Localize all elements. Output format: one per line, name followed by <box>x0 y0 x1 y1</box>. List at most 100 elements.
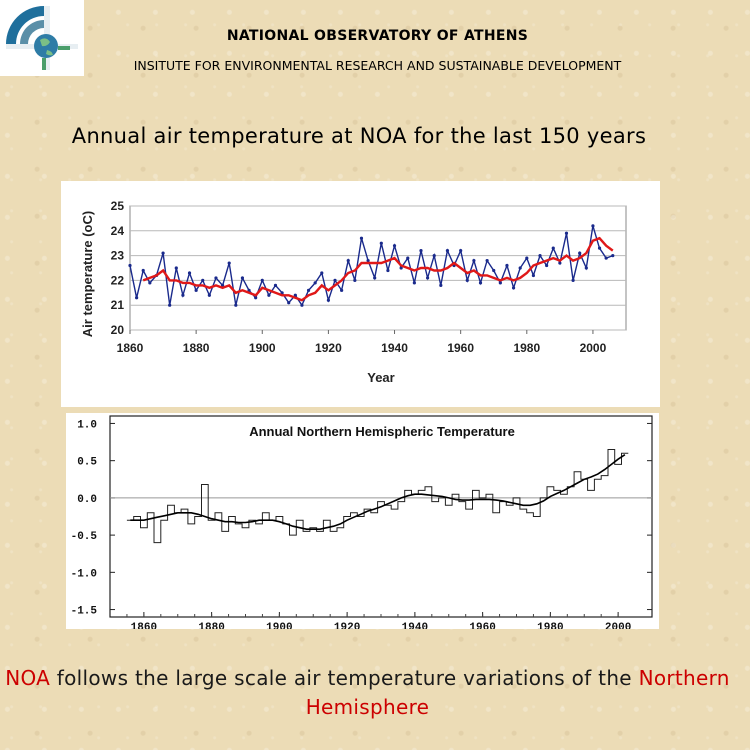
noa-annual-point <box>280 291 284 295</box>
noa-annual-point <box>135 296 139 300</box>
noa-annual-point <box>174 266 178 270</box>
noa-annual-point <box>306 288 311 292</box>
noa-annual-point <box>505 263 509 268</box>
noa-annual-point <box>485 258 489 263</box>
y-tick-label: 20 <box>111 323 125 337</box>
noa-annual-point <box>300 303 304 307</box>
x-tick-label: 1940 <box>402 622 428 629</box>
y-tick-label: 0.0 <box>77 494 97 506</box>
noa-annual-series-line <box>129 225 614 307</box>
noa-temperature-chart-svg: 20 21 22 23 24 25 1860 1880 1900 1920 1940 1960 1980… <box>80 199 627 385</box>
x-tick-label: 1900 <box>266 622 292 629</box>
x-tick-label: 1860 <box>131 622 157 629</box>
noa-annual-point <box>412 281 416 285</box>
noa-logo-graphic <box>6 6 78 70</box>
y-tick-label: 25 <box>111 199 125 213</box>
noa-annual-point <box>392 244 397 248</box>
noa-annual-point <box>254 296 258 300</box>
noa-annual-point <box>313 281 317 285</box>
y-tick-label: 22 <box>111 273 125 287</box>
nh-smoothed-line <box>130 454 626 530</box>
noa-annual-point <box>584 266 588 270</box>
noa-annual-point <box>492 268 496 273</box>
y-tick-label: 21 <box>111 298 125 312</box>
x-tick-label: 1900 <box>249 341 276 355</box>
noa-annual-point <box>419 249 423 253</box>
x-tick-label: 1920 <box>315 341 342 355</box>
noa-annual-point <box>320 271 324 275</box>
caption-noa: NOA <box>5 666 51 690</box>
y-tick-label: -0.5 <box>71 531 98 543</box>
noa-annual-point <box>379 241 383 245</box>
nh-temperature-chart-svg: Annual Northern Hemispheric Temperature 1… <box>71 415 653 629</box>
noa-annual-point <box>426 276 430 280</box>
noa-annual-point <box>604 256 608 260</box>
noa-annual-point <box>591 224 595 228</box>
noa-annual-point <box>373 276 377 280</box>
x-tick-label: 1920 <box>334 622 360 629</box>
noa-annual-point <box>247 288 251 292</box>
noa-annual-point <box>340 288 344 292</box>
x-tick-label: 2000 <box>580 341 607 355</box>
noa-annual-point <box>234 303 238 307</box>
noa-annual-point <box>220 283 225 287</box>
noa-annual-point <box>472 258 476 263</box>
noa-annual-point <box>459 249 463 253</box>
noa-annual-point <box>333 278 337 282</box>
noa-annual-point <box>432 254 436 258</box>
noa-smoothed-series-line <box>142 236 614 302</box>
noa-annual-point <box>267 293 271 297</box>
x-tick-label: 1960 <box>469 622 495 629</box>
noa-annual-point <box>406 256 410 260</box>
caption-northern-hemisphere: Northern Hemisphere <box>305 666 730 719</box>
noa-annual-point <box>287 301 291 305</box>
x-tick-label: 1880 <box>183 341 210 355</box>
y-tick-label: -1.0 <box>71 568 97 580</box>
x-tick-label: 1960 <box>447 341 474 355</box>
noa-annual-point <box>386 268 390 273</box>
y-tick-label: 1.0 <box>77 419 97 431</box>
x-tick-label: 1980 <box>537 622 563 629</box>
noa-annual-point <box>273 283 278 287</box>
caption-middle: follows the large scale air temperature … <box>50 666 639 690</box>
slide-caption: NOA follows the large scale air temperat… <box>0 664 735 722</box>
x-tick-label: 1880 <box>198 622 224 629</box>
noa-annual-point <box>353 278 357 282</box>
noa-annual-point <box>538 254 542 258</box>
noa-annual-point <box>399 266 403 270</box>
noa-annual-point <box>346 258 350 263</box>
noa-annual-point <box>366 258 370 263</box>
noa-annual-point <box>551 246 555 250</box>
institute-name: INSITUTE FOR ENVIRONMENTAL RESEARCH AND … <box>133 58 622 73</box>
noa-annual-point <box>478 281 483 285</box>
noa-temperature-chart: 20 21 22 23 24 25 1860 1880 1900 1920 1940 1960 1980… <box>61 181 660 407</box>
noa-annual-point <box>148 281 152 285</box>
noa-annual-point <box>498 281 502 285</box>
noa-annual-point <box>611 254 615 258</box>
x-tick-label: 1860 <box>117 341 144 355</box>
noa-logo <box>0 0 84 76</box>
x-axis-title: Year <box>367 370 394 385</box>
noa-annual-point <box>128 263 132 268</box>
noa-annual-point <box>168 303 172 307</box>
noa-annual-point <box>545 263 549 268</box>
noa-annual-point <box>181 293 185 297</box>
x-tick-label: 1980 <box>513 341 540 355</box>
noa-annual-point <box>359 236 364 240</box>
noa-annual-point <box>227 261 231 265</box>
noa-annual-point <box>511 286 516 290</box>
y-tick-label: 0.5 <box>77 457 97 469</box>
noa-annual-point <box>439 283 443 287</box>
y-tick-label: 23 <box>111 249 125 263</box>
noa-annual-point <box>326 298 330 302</box>
noa-annual-point <box>293 293 297 297</box>
noa-annual-point <box>214 276 218 280</box>
slide-title: Annual air temperature at NOA for the la… <box>71 124 647 148</box>
noa-annual-point <box>260 278 264 282</box>
noa-annual-point <box>445 249 450 253</box>
x-tick-label: 2000 <box>605 622 631 629</box>
y-axis-title: Air temperature (oC) <box>80 211 95 337</box>
nh-temperature-chart: Annual Northern Hemispheric Temperature 1… <box>66 413 659 629</box>
noa-annual-point <box>525 256 529 260</box>
noa-annual-point <box>240 276 245 280</box>
